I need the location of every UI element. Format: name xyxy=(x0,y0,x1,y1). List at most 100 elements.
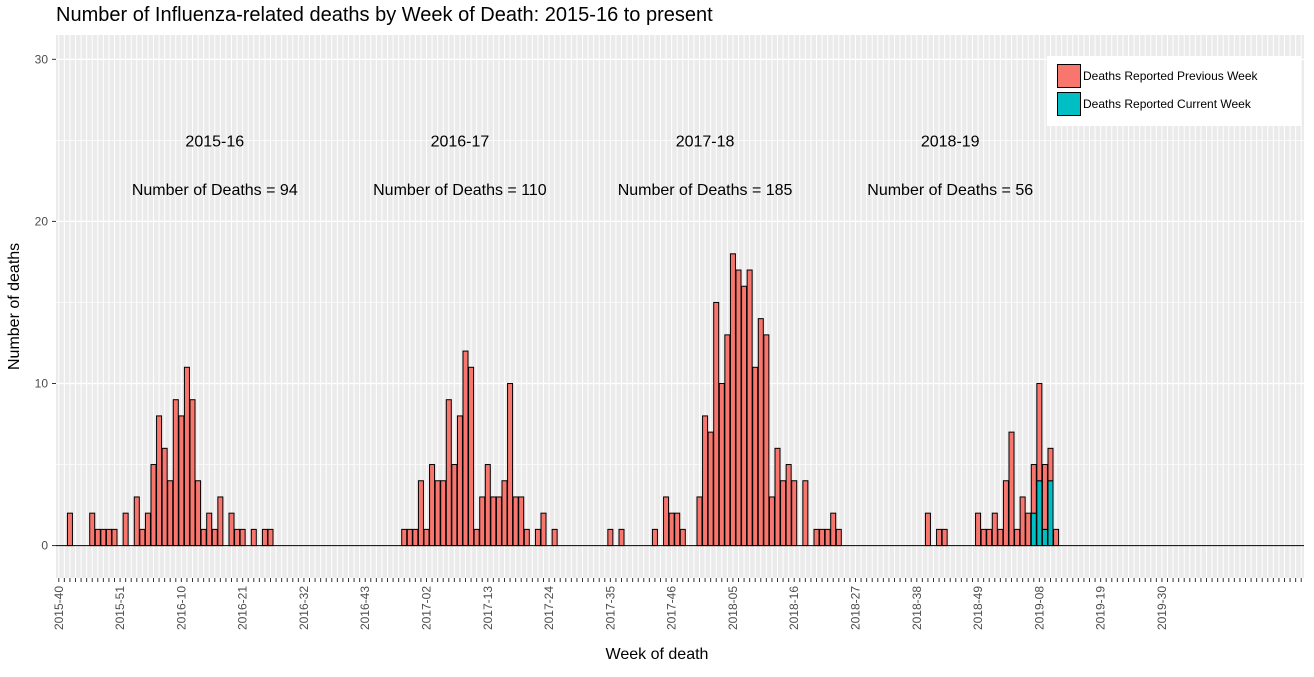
bar-previous-week xyxy=(696,496,703,547)
bar-previous-week xyxy=(768,496,775,547)
y-axis-label: Number of deaths xyxy=(6,242,23,370)
bar-previous-week xyxy=(830,512,837,547)
bar-previous-week xyxy=(239,528,246,547)
bar-previous-week xyxy=(1014,528,1021,547)
bar-previous-week xyxy=(674,512,681,547)
bar-previous-week xyxy=(1019,496,1026,547)
bar-previous-week xyxy=(997,528,1004,547)
bar-previous-week xyxy=(445,399,452,547)
bar-previous-week xyxy=(718,382,725,547)
x-tick-label: 2018-38 xyxy=(910,586,924,630)
bar-previous-week xyxy=(707,431,714,547)
x-tick-label: 2017-02 xyxy=(420,586,434,630)
bar-previous-week xyxy=(824,528,831,547)
bar-previous-week xyxy=(451,464,458,547)
legend-label-current: Deaths Reported Current Week xyxy=(1083,97,1251,111)
bar-previous-week xyxy=(473,528,480,547)
bar-previous-week xyxy=(1002,480,1009,547)
bar-previous-week xyxy=(189,399,196,547)
x-tick-label: 2017-35 xyxy=(603,586,617,630)
bar-previous-week xyxy=(540,512,547,547)
bar-previous-week xyxy=(490,496,497,547)
x-tick-label: 2017-24 xyxy=(542,586,556,630)
bar-previous-week xyxy=(150,464,157,547)
bar-previous-week xyxy=(111,528,118,547)
bar-previous-week xyxy=(774,447,781,547)
bar-previous-week xyxy=(802,480,809,547)
bar-previous-week xyxy=(468,366,475,547)
bar-previous-week xyxy=(507,382,514,547)
bar-previous-week xyxy=(518,496,525,547)
bar-previous-week xyxy=(144,512,151,547)
season-annotations: 2015-16 Number of Deaths = 94 2016-17 Numbe… xyxy=(132,133,1033,199)
bar-previous-week xyxy=(785,464,792,547)
bar-previous-week xyxy=(94,528,101,547)
y-tick-label: 30 xyxy=(35,52,49,66)
x-tick-label: 2016-21 xyxy=(236,586,250,630)
bar-previous-week xyxy=(835,528,842,547)
legend-item-current-week: Deaths Reported Current Week xyxy=(1057,91,1251,117)
legend: Deaths Reported Previous Week Deaths Rep… xyxy=(1047,56,1301,126)
y-tick-label: 0 xyxy=(41,539,48,553)
bar-previous-week xyxy=(763,334,770,547)
bar-previous-week xyxy=(412,528,419,547)
x-tick-label: 2018-05 xyxy=(726,586,740,630)
bar-previous-week xyxy=(261,528,268,547)
bar-previous-week xyxy=(1036,382,1043,482)
x-tick-label: 2015-40 xyxy=(52,586,66,630)
bar-previous-week xyxy=(122,512,129,547)
bar-previous-week xyxy=(679,528,686,547)
bar-previous-week xyxy=(423,528,430,547)
legend-label-previous: Deaths Reported Previous Week xyxy=(1083,69,1258,83)
bar-current-week xyxy=(1047,480,1054,547)
x-tick-label: 2018-49 xyxy=(971,586,985,630)
bar-previous-week xyxy=(484,464,491,547)
bar-previous-week xyxy=(178,415,185,547)
bar-previous-week xyxy=(941,528,948,547)
bar-previous-week xyxy=(100,528,107,547)
bar-previous-week xyxy=(1030,464,1037,514)
bar-previous-week xyxy=(975,512,982,547)
x-tick-label: 2017-46 xyxy=(665,586,679,630)
bar-previous-week xyxy=(936,528,943,547)
x-tick-label: 2016-10 xyxy=(174,586,188,630)
bar-previous-week xyxy=(228,512,235,547)
bar-previous-week xyxy=(713,301,720,547)
bar-previous-week xyxy=(534,528,541,547)
x-tick-label: 2018-16 xyxy=(787,586,801,630)
season-death-count: Number of Deaths = 110 xyxy=(373,182,547,199)
bar-previous-week xyxy=(200,528,207,547)
x-tick-label: 2015-51 xyxy=(113,586,127,630)
bar-previous-week xyxy=(1053,528,1060,547)
x-tick-label: 2017-13 xyxy=(481,586,495,630)
bar-previous-week xyxy=(1041,464,1048,530)
bar-previous-week xyxy=(417,480,424,547)
x-tick-label: 2016-43 xyxy=(358,586,372,630)
y-tick-label: 20 xyxy=(35,214,49,228)
bar-previous-week xyxy=(618,528,625,547)
bar-previous-week xyxy=(702,415,709,547)
bar-previous-week xyxy=(741,285,748,547)
x-axis-label: Week of death xyxy=(605,646,709,663)
bar-previous-week xyxy=(746,269,753,547)
bar-previous-week xyxy=(133,496,140,547)
bar-previous-week xyxy=(161,447,168,547)
bar-previous-week xyxy=(668,512,675,547)
bar-previous-week xyxy=(1047,447,1054,482)
bar-previous-week xyxy=(456,415,463,547)
bar-previous-week xyxy=(440,480,447,547)
chart-title: Number of Influenza-related deaths by We… xyxy=(56,4,713,26)
bar-previous-week xyxy=(986,528,993,547)
bar-previous-week xyxy=(757,318,764,547)
bar-previous-week xyxy=(729,253,736,547)
legend-swatch-previous xyxy=(1057,64,1081,88)
bar-previous-week xyxy=(924,512,931,547)
bar-previous-week xyxy=(651,528,658,547)
bar-previous-week xyxy=(523,528,530,547)
bar-previous-week xyxy=(991,512,998,547)
bar-previous-week xyxy=(234,528,241,547)
x-tick-label: 2016-32 xyxy=(297,586,311,630)
bar-previous-week xyxy=(66,512,73,547)
bar-previous-week xyxy=(105,528,112,547)
bar-previous-week xyxy=(780,480,787,547)
